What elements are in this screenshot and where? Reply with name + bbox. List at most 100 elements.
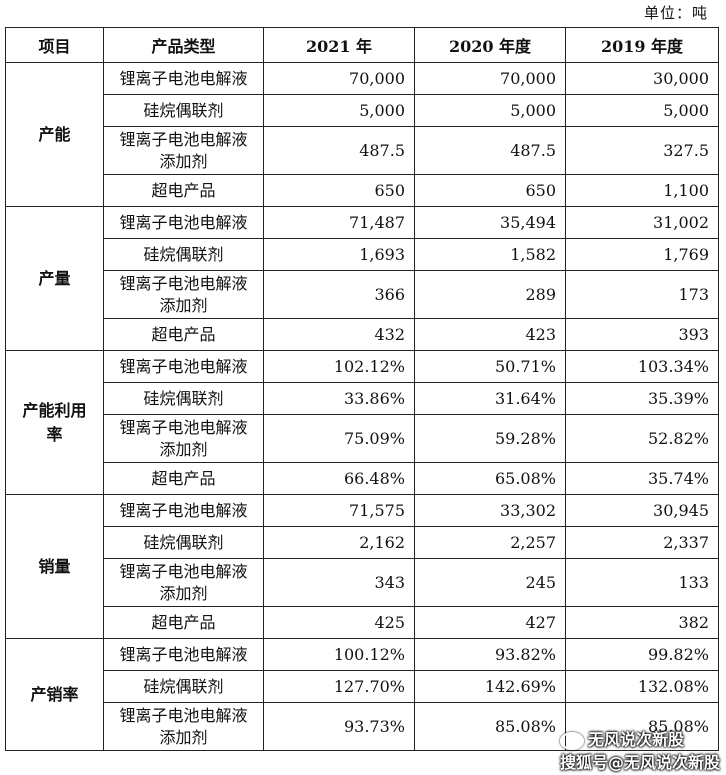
value-2019: 85.08%: [565, 702, 719, 751]
value-2020: 1,582: [414, 238, 566, 271]
product-type-cell: 超电产品: [103, 318, 264, 351]
table-row: 锂离子电池电解液添加剂 366 289 173: [6, 270, 719, 319]
value-2021: 100.12%: [263, 638, 415, 671]
value-2019: 52.82%: [565, 414, 719, 463]
value-2021: 2,162: [263, 526, 415, 559]
value-2021: 650: [263, 174, 415, 207]
table-row: 硅烷偶联剂 5,000 5,000 5,000: [6, 94, 719, 127]
group-label: 产能利用率: [5, 350, 104, 495]
header-2020: 2020 年度: [414, 27, 566, 63]
value-2020: 85.08%: [414, 702, 566, 751]
product-type-cell: 超电产品: [103, 174, 264, 207]
table-row: 超电产品 66.48% 65.08% 35.74%: [6, 462, 719, 495]
table-row: 锂离子电池电解液添加剂 487.5 487.5 327.5: [6, 126, 719, 175]
value-2021: 343: [263, 558, 415, 607]
product-type-cell: 硅烷偶联剂: [103, 94, 264, 127]
value-2020: 487.5: [414, 126, 566, 175]
value-2019: 1,769: [565, 238, 719, 271]
product-type-cell: 锂离子电池电解液: [103, 494, 264, 527]
value-2021: 432: [263, 318, 415, 351]
table-row: 产销率 锂离子电池电解液 100.12% 93.82% 99.82%: [5, 638, 719, 751]
product-type-cell: 锂离子电池电解液: [103, 350, 264, 383]
table-row: 超电产品 432 423 393: [6, 318, 719, 351]
product-type-cell: 硅烷偶联剂: [103, 670, 264, 703]
product-type-cell: 锂离子电池电解液添加剂: [103, 270, 264, 319]
table-row: 销量 锂离子电池电解液 71,575 33,302 30,945: [5, 494, 719, 639]
table-row: 硅烷偶联剂 2,162 2,257 2,337: [6, 526, 719, 559]
value-2019: 382: [565, 606, 719, 639]
product-type-cell: 超电产品: [103, 606, 264, 639]
value-2019: 103.34%: [565, 350, 719, 383]
value-2019: 30,945: [565, 494, 719, 527]
value-2020: 93.82%: [414, 638, 566, 671]
value-2019: 133: [565, 558, 719, 607]
value-2021: 366: [263, 270, 415, 319]
value-2019: 1,100: [565, 174, 719, 207]
group-label: 产能: [5, 62, 104, 207]
header-2021: 2021 年: [263, 27, 415, 63]
capacity-table: 项目 产品类型 2021 年 2020 年度 2019 年度 产能 锂离子电池电解…: [5, 27, 719, 751]
unit-label: 单位：吨: [643, 4, 708, 22]
value-2021: 71,487: [263, 206, 415, 239]
value-2020: 50.71%: [414, 350, 566, 383]
value-2021: 71,575: [263, 494, 415, 527]
value-2020: 2,257: [414, 526, 566, 559]
value-2020: 650: [414, 174, 566, 207]
value-2019: 132.08%: [565, 670, 719, 703]
value-2019: 31,002: [565, 206, 719, 239]
product-type-cell: 锂离子电池电解液: [103, 206, 264, 239]
value-2020: 289: [414, 270, 566, 319]
table-row: 产能 锂离子电池电解液 70,000 70,000 30,000: [5, 62, 719, 207]
product-type-cell: 锂离子电池电解液添加剂: [103, 702, 264, 751]
product-type-cell: 锂离子电池电解液添加剂: [103, 414, 264, 463]
value-2021: 66.48%: [263, 462, 415, 495]
value-2021: 1,693: [263, 238, 415, 271]
value-2020: 423: [414, 318, 566, 351]
value-2020: 427: [414, 606, 566, 639]
header-product-type: 产品类型: [103, 27, 264, 63]
product-type-cell: 硅烷偶联剂: [103, 526, 264, 559]
table-row: 产能利用率 锂离子电池电解液 102.12% 50.71% 103.34%: [5, 350, 719, 495]
value-2021: 33.86%: [263, 382, 415, 415]
value-2020: 33,302: [414, 494, 566, 527]
value-2019: 327.5: [565, 126, 719, 175]
value-2019: 30,000: [565, 62, 719, 95]
header-2019: 2019 年度: [565, 27, 719, 63]
value-2021: 5,000: [263, 94, 415, 127]
value-2020: 70,000: [414, 62, 566, 95]
table-row: 锂离子电池电解液添加剂 93.73% 85.08% 85.08%: [6, 702, 719, 751]
watermark-line-2: 搜狐号@无风说次新股: [560, 753, 721, 772]
header-row: 项目 产品类型 2021 年 2020 年度 2019 年度: [5, 27, 719, 63]
value-2019: 2,337: [565, 526, 719, 559]
value-2019: 99.82%: [565, 638, 719, 671]
value-2020: 31.64%: [414, 382, 566, 415]
table-row: 超电产品 425 427 382: [6, 606, 719, 639]
value-2021: 127.70%: [263, 670, 415, 703]
value-2020: 59.28%: [414, 414, 566, 463]
product-type-cell: 锂离子电池电解液添加剂: [103, 126, 264, 175]
product-type-cell: 硅烷偶联剂: [103, 238, 264, 271]
value-2020: 142.69%: [414, 670, 566, 703]
value-2019: 35.74%: [565, 462, 719, 495]
value-2019: 35.39%: [565, 382, 719, 415]
table-row: 锂离子电池电解液添加剂 343 245 133: [6, 558, 719, 607]
header-item: 项目: [5, 27, 104, 63]
value-2021: 75.09%: [263, 414, 415, 463]
value-2021: 487.5: [263, 126, 415, 175]
wechat-icon: [560, 731, 584, 750]
product-type-cell: 硅烷偶联剂: [103, 382, 264, 415]
value-2019: 393: [565, 318, 719, 351]
group-label: 销量: [5, 494, 104, 639]
product-type-cell: 锂离子电池电解液: [103, 638, 264, 671]
group-label: 产销率: [5, 638, 104, 751]
value-2021: 425: [263, 606, 415, 639]
value-2020: 245: [414, 558, 566, 607]
watermark-line-1: 无风说次新股: [560, 728, 720, 751]
table-row: 产量 锂离子电池电解液 71,487 35,494 31,002: [5, 206, 719, 351]
value-2021: 70,000: [263, 62, 415, 95]
table-row: 超电产品 650 650 1,100: [6, 174, 719, 207]
table-body: 产能 锂离子电池电解液 70,000 70,000 30,000 硅烷偶联剂 5,000 5,…: [5, 62, 719, 751]
value-2020: 5,000: [414, 94, 566, 127]
value-2020: 35,494: [414, 206, 566, 239]
value-2021: 93.73%: [263, 702, 415, 751]
